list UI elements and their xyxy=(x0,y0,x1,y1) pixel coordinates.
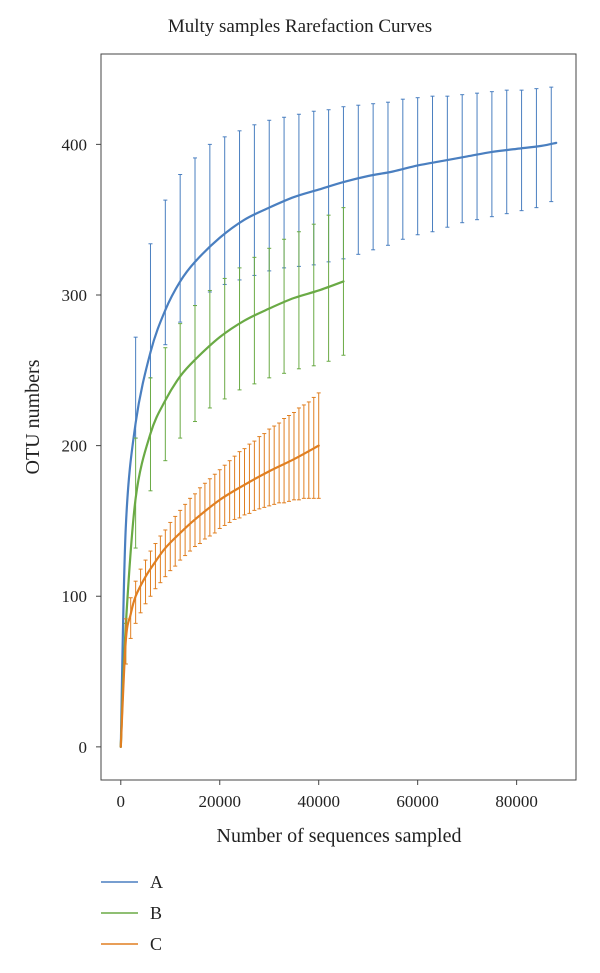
error-bar-c xyxy=(247,443,252,514)
legend-label-b: B xyxy=(150,903,162,923)
x-axis-label: Number of sequences sampled xyxy=(217,825,462,847)
error-bar-b xyxy=(207,289,212,409)
error-bar-c xyxy=(183,503,188,557)
error-bar-c xyxy=(148,550,153,597)
error-bar-b xyxy=(252,256,257,385)
legend: ABC xyxy=(101,872,163,954)
legend-item-a: A xyxy=(101,872,163,892)
error-bar-a xyxy=(489,91,494,218)
series-a xyxy=(119,86,558,748)
error-bar-a xyxy=(163,199,168,346)
legend-label-c: C xyxy=(150,934,162,954)
y-axis-label: OTU numbers xyxy=(22,359,44,474)
error-bar-a xyxy=(371,103,376,251)
error-bar-c xyxy=(237,451,242,519)
x-tick-label: 0 xyxy=(117,792,126,811)
legend-label-a: A xyxy=(150,872,163,892)
y-tick-label: 300 xyxy=(62,286,88,305)
error-bar-a xyxy=(207,143,212,293)
curve-a xyxy=(119,141,558,748)
legend-item-b: B xyxy=(101,903,162,923)
error-bar-c xyxy=(282,418,287,504)
x-tick-label: 20000 xyxy=(199,792,242,811)
error-bar-c xyxy=(291,411,296,501)
error-bar-b xyxy=(282,238,287,374)
series-b xyxy=(119,207,346,748)
error-bar-c xyxy=(272,425,277,505)
error-bar-c xyxy=(163,529,168,578)
error-bar-c xyxy=(267,428,272,507)
error-bar-b xyxy=(237,267,242,391)
chart-title: Multy samples Rarefaction Curves xyxy=(167,16,433,37)
error-bar-a xyxy=(252,124,257,276)
error-bar-a xyxy=(475,92,480,221)
error-bar-b xyxy=(296,231,301,370)
legend-item-c: C xyxy=(101,934,162,954)
y-tick-label: 100 xyxy=(62,587,88,606)
error-bar-c xyxy=(138,568,143,614)
error-bar-c xyxy=(257,436,262,510)
x-tick-label: 40000 xyxy=(297,792,340,811)
error-bar-b xyxy=(193,305,198,423)
y-tick-label: 200 xyxy=(62,437,88,456)
curve-c xyxy=(119,444,320,748)
error-bar-b xyxy=(222,277,227,400)
error-bar-c xyxy=(143,559,148,605)
curves-layer xyxy=(119,86,558,748)
error-bar-c xyxy=(173,515,178,567)
error-bar-c xyxy=(133,580,138,624)
x-tick-label: 80000 xyxy=(495,792,538,811)
error-bar-c xyxy=(158,535,163,584)
error-bar-c xyxy=(277,422,282,504)
error-bar-b xyxy=(163,347,168,462)
y-tick-label: 400 xyxy=(62,135,88,154)
error-bar-c xyxy=(242,448,247,516)
error-bar-a xyxy=(237,130,242,281)
error-bar-c xyxy=(262,433,267,508)
error-bar-b xyxy=(311,223,316,367)
y-tick-label: 0 xyxy=(79,738,88,757)
error-bar-a xyxy=(504,89,509,215)
error-bar-c xyxy=(227,460,232,523)
error-bar-a xyxy=(222,136,227,285)
error-bar-c xyxy=(252,440,257,511)
error-bar-a xyxy=(460,94,465,224)
error-bar-a xyxy=(178,173,183,323)
error-bar-a xyxy=(430,95,435,233)
error-bar-c xyxy=(178,509,183,561)
curve-b xyxy=(119,280,345,748)
ticks-layer: 0 20000 40000 60000 80000 0 100 200 300 400 xyxy=(62,135,538,811)
error-bar-c xyxy=(168,521,173,572)
error-bar-c xyxy=(232,455,237,520)
error-bar-a xyxy=(519,89,524,212)
error-bar-a xyxy=(193,157,198,307)
error-bar-c xyxy=(153,543,158,590)
error-bar-c xyxy=(301,404,306,499)
x-tick-label: 60000 xyxy=(396,792,439,811)
error-bar-b xyxy=(326,214,331,362)
error-bar-b xyxy=(178,323,183,439)
error-bar-c xyxy=(296,407,301,501)
error-bar-a xyxy=(385,101,390,246)
error-bar-a xyxy=(356,104,361,255)
plot-area-frame xyxy=(100,53,577,781)
series-c xyxy=(119,392,321,748)
error-bar-b xyxy=(267,247,272,379)
error-bar-c xyxy=(287,414,292,502)
error-bar-a xyxy=(534,88,539,209)
error-bar-a xyxy=(445,95,450,228)
